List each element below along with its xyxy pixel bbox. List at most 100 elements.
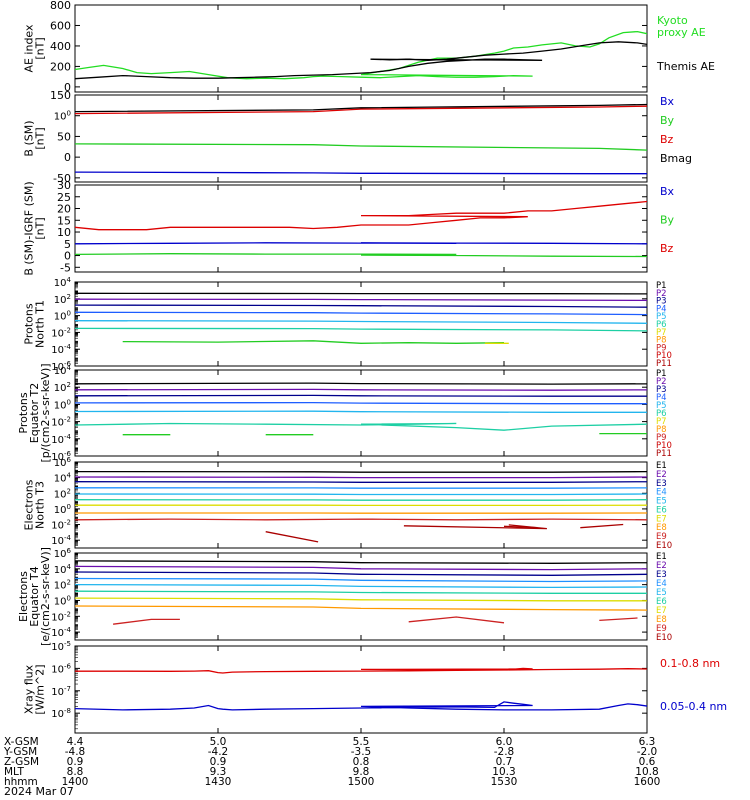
panel-legend: Bx By Bz Bmag xyxy=(660,95,692,165)
legend-entry: E8 xyxy=(656,523,667,533)
legend-entry: Bz xyxy=(660,242,674,255)
footer-row-value: 9.3 xyxy=(210,766,227,778)
y-tick-label: 0 xyxy=(64,250,71,263)
legend-entry: By xyxy=(660,214,675,227)
legend-entry: P10 xyxy=(656,351,672,361)
footer-row-value: 0.9 xyxy=(67,756,84,768)
footer-row-value: 1530 xyxy=(491,776,518,788)
series-line-e2 xyxy=(75,561,647,571)
legend-entry: E2 xyxy=(656,470,667,480)
y-tick-label: 10-2 xyxy=(51,610,71,623)
footer-row-value: 10.3 xyxy=(492,766,515,778)
legend-entry: P9 xyxy=(656,343,667,353)
panel-legend: 0.1-0.8 nm 0.05-0.4 nm xyxy=(660,657,727,713)
series-line-p3 xyxy=(75,296,647,308)
y-tick-label: 104 xyxy=(54,364,72,377)
y-axis-label: [e/(cm2-s-sr-keV)] xyxy=(39,547,52,646)
legend-entry: E7 xyxy=(656,606,667,616)
legend-entry: E1 xyxy=(656,461,667,471)
y-tick-label: 10-2 xyxy=(51,519,71,532)
y-tick-label: 30 xyxy=(57,179,71,192)
legend-entry: P5 xyxy=(656,312,667,322)
y-tick-label: 25 xyxy=(57,191,71,204)
series-line-e2 xyxy=(75,470,647,479)
legend-entry: P7 xyxy=(656,417,667,427)
legend-entry: proxy AE xyxy=(657,26,706,39)
legend-entry: E9 xyxy=(656,624,667,634)
legend-entry: E8 xyxy=(656,615,667,625)
series-line-e3 xyxy=(75,475,647,483)
series-line-e1 xyxy=(75,557,647,564)
series-line-e9 xyxy=(599,617,638,622)
y-tick-label: 100 xyxy=(54,594,71,607)
footer-row-label: X-GSM xyxy=(4,736,39,748)
legend-entry: By xyxy=(660,114,675,127)
legend-entry: Themis AE xyxy=(656,60,715,73)
legend-entry: E2 xyxy=(656,561,667,571)
series-line-p5 xyxy=(75,310,647,324)
y-tick-label: 10-6 xyxy=(51,360,71,373)
y-axis-label: North T1 xyxy=(34,300,47,348)
y-tick-label: 200 xyxy=(50,60,71,73)
series-line-e10 xyxy=(403,524,547,530)
legend-entry: P2 xyxy=(656,377,667,387)
y-tick-label: -5 xyxy=(60,261,71,274)
legend-entry: E3 xyxy=(656,479,667,489)
footer-row-value: 1600 xyxy=(634,776,661,788)
series-line-p1 xyxy=(75,375,647,385)
series-line-p6 xyxy=(75,422,647,431)
y-tick-label: 104 xyxy=(54,276,72,289)
legend-entry: P7 xyxy=(656,328,667,338)
y-tick-label: 15 xyxy=(57,214,71,227)
series-line-e1 xyxy=(75,466,647,473)
y-axis-label: North T3 xyxy=(34,481,47,529)
y-tick-label: 400 xyxy=(50,40,71,53)
series-line-p5 xyxy=(75,406,647,413)
legend-entry: P6 xyxy=(656,320,667,330)
legend-entry: 0.1-0.8 nm xyxy=(660,657,720,670)
date-label: 2024 Mar 07 xyxy=(4,785,74,798)
series-line-bz xyxy=(75,200,647,231)
y-tick-label: 20 xyxy=(57,203,71,216)
footer-row-value: 9.8 xyxy=(353,766,370,778)
y-tick-label: 10-4 xyxy=(51,534,71,547)
legend-entry: Bx xyxy=(660,95,675,108)
legend-entry: P8 xyxy=(656,425,667,435)
y-tick-label: 0 xyxy=(64,81,71,94)
legend-entry: E10 xyxy=(656,541,672,551)
legend-entry: E1 xyxy=(656,552,667,562)
y-axis-label: Xray flux xyxy=(23,664,36,714)
y-tick-label: 10-5 xyxy=(51,640,71,653)
y-tick-label: 100 xyxy=(54,110,71,123)
footer-row-label: Z-GSM xyxy=(4,756,39,768)
legend-entry: E7 xyxy=(656,514,667,524)
y-tick-label: 50 xyxy=(57,130,71,143)
panel-legend: Bx By Bz xyxy=(660,185,675,255)
footer-row-value: 6.3 xyxy=(639,736,656,748)
footer-row-value: -2.8 xyxy=(494,746,515,758)
legend-entry: E4 xyxy=(656,488,667,498)
series-line-bz xyxy=(75,105,647,115)
y-axis-label: [nT] xyxy=(34,37,47,59)
y-tick-label: 10-8 xyxy=(51,707,71,720)
series-line-e10 xyxy=(503,525,538,529)
legend-entry: E3 xyxy=(656,570,667,580)
series-line-e4 xyxy=(75,481,647,489)
legend-entry: P5 xyxy=(656,401,667,411)
y-tick-label: -50 xyxy=(53,172,71,185)
legend-entry: Kyoto xyxy=(657,14,688,27)
y-axis-label: B (SM) xyxy=(23,120,36,156)
footer-row-value: 5.5 xyxy=(353,736,370,748)
series-line-e7 xyxy=(75,501,647,507)
legend-entry: P9 xyxy=(656,433,667,443)
series-line-e9 xyxy=(113,618,180,625)
y-axis-label: Equator T4 xyxy=(28,566,41,626)
